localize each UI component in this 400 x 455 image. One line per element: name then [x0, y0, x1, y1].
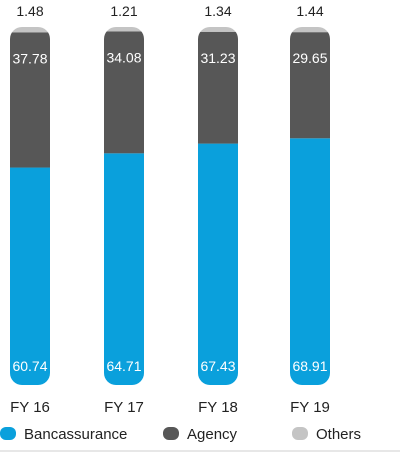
legend-swatch-bancassurance — [0, 427, 16, 440]
bar-segment-others-fy-16 — [10, 27, 50, 33]
bar-segment-bancassurance-fy-17 — [104, 153, 144, 385]
legend-label-agency: Agency — [187, 426, 238, 443]
bar-fy-16 — [10, 27, 50, 385]
bar-fy-17 — [104, 27, 144, 385]
legend-swatch-agency — [163, 427, 179, 440]
value-label-agency-fy-16: 37.78 — [12, 50, 47, 66]
bar-segment-bancassurance-fy-16 — [10, 167, 50, 385]
legend-swatch-others — [292, 427, 308, 440]
value-label-bancassurance-fy-16: 60.74 — [12, 358, 47, 374]
bars-group — [10, 27, 330, 385]
value-label-bancassurance-fy-19: 68.91 — [292, 358, 327, 374]
value-label-bancassurance-fy-17: 64.71 — [106, 358, 141, 374]
legend-item-bancassurance: Bancassurance — [0, 426, 127, 443]
legend-label-bancassurance: Bancassurance — [24, 426, 127, 443]
legend-item-agency: Agency — [163, 426, 238, 443]
bar-segment-agency-fy-16 — [10, 32, 50, 168]
value-label-others-fy-16: 1.48 — [16, 3, 43, 19]
category-label-fy-19: FY 19 — [290, 399, 330, 416]
bar-fy-18 — [198, 27, 238, 385]
bar-segment-bancassurance-fy-19 — [290, 138, 330, 385]
bar-segment-others-fy-18 — [198, 27, 238, 32]
legend-item-others: Others — [292, 426, 361, 443]
category-label-fy-16: FY 16 — [10, 399, 50, 416]
bar-segment-others-fy-17 — [104, 27, 144, 32]
legend: Bancassurance Agency Others — [0, 426, 361, 443]
bar-fy-19 — [290, 27, 330, 385]
value-label-others-fy-17: 1.21 — [110, 3, 137, 19]
bar-segment-others-fy-19 — [290, 27, 330, 33]
bar-segment-agency-fy-17 — [104, 31, 144, 154]
value-label-others-fy-18: 1.34 — [204, 3, 231, 19]
bar-segment-agency-fy-18 — [198, 31, 238, 144]
value-label-bancassurance-fy-18: 67.43 — [200, 358, 235, 374]
legend-label-others: Others — [316, 426, 361, 443]
value-label-agency-fy-17: 34.08 — [106, 49, 141, 65]
bar-segment-bancassurance-fy-18 — [198, 143, 238, 385]
labels-group: 60.74 37.78 1.48 FY 16 64.71 34.08 1.21 FY 17 67… — [10, 3, 330, 416]
value-label-agency-fy-19: 29.65 — [292, 50, 327, 66]
value-label-others-fy-19: 1.44 — [296, 3, 323, 19]
value-label-agency-fy-18: 31.23 — [200, 50, 235, 66]
bar-segment-agency-fy-19 — [290, 32, 330, 139]
category-label-fy-18: FY 18 — [198, 399, 238, 416]
category-label-fy-17: FY 17 — [104, 399, 144, 416]
